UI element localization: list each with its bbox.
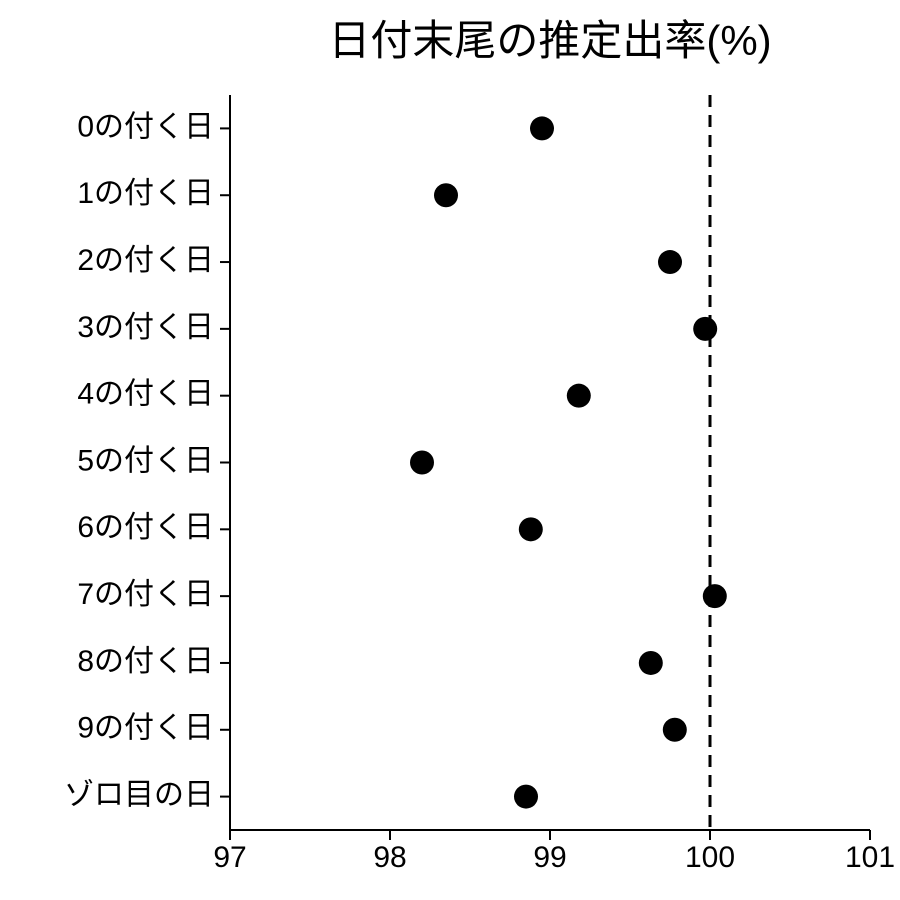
data-point bbox=[410, 451, 434, 475]
data-point bbox=[663, 718, 687, 742]
x-tick-label: 99 bbox=[533, 841, 566, 874]
data-point bbox=[519, 517, 543, 541]
data-point bbox=[639, 651, 663, 675]
data-point bbox=[530, 116, 554, 140]
y-tick-label: ゾロ目の日 bbox=[64, 779, 214, 812]
x-tick-label: 98 bbox=[373, 841, 406, 874]
y-tick-label: 1の付く日 bbox=[77, 177, 214, 210]
y-tick-label: 3の付く日 bbox=[77, 311, 214, 344]
data-point bbox=[703, 584, 727, 608]
data-point bbox=[693, 317, 717, 341]
dot-plot-chart: 日付末尾の推定出率(%) 0の付く日 1の付く日 2の付く日 3の付く日 4の付く日 5の付… bbox=[0, 0, 900, 900]
y-tick-label: 8の付く日 bbox=[77, 645, 214, 678]
y-tick-label: 9の付く日 bbox=[77, 712, 214, 745]
x-tick-label: 97 bbox=[213, 841, 246, 874]
y-tick-label: 4の付く日 bbox=[77, 378, 214, 411]
chart-container: 日付末尾の推定出率(%) 0の付く日 1の付く日 2の付く日 3の付く日 4の付く日 5の付… bbox=[0, 0, 900, 900]
chart-title: 日付末尾の推定出率(%) bbox=[328, 17, 771, 64]
data-point bbox=[658, 250, 682, 274]
y-tick-label: 6の付く日 bbox=[77, 511, 214, 544]
x-tick-label: 101 bbox=[845, 841, 895, 874]
y-tick-label: 7の付く日 bbox=[77, 578, 214, 611]
data-point bbox=[514, 785, 538, 809]
x-tick-label: 100 bbox=[685, 841, 735, 874]
data-point bbox=[434, 183, 458, 207]
y-tick-label: 5の付く日 bbox=[77, 444, 214, 477]
data-point bbox=[567, 384, 591, 408]
y-tick-label: 0の付く日 bbox=[77, 110, 214, 143]
y-tick-label: 2の付く日 bbox=[77, 244, 214, 277]
